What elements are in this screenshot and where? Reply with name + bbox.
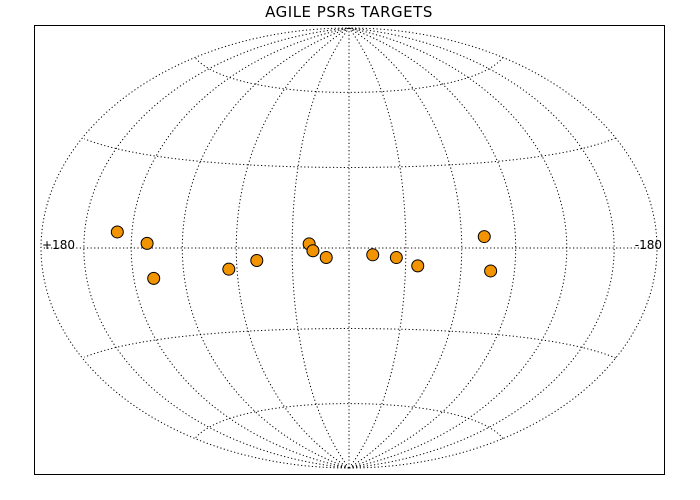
coordinate-grid	[40, 27, 658, 469]
meridian-line	[181, 27, 350, 469]
meridian-line	[40, 27, 350, 469]
tick-label-left: +180	[42, 238, 75, 252]
pulsar-marker	[319, 251, 333, 265]
pulsar-marker	[110, 225, 124, 239]
parallel-line	[84, 137, 616, 168]
pulsar-marker	[366, 248, 380, 262]
meridian-line	[348, 27, 517, 469]
plot-frame	[34, 25, 665, 475]
pulsar-points	[110, 225, 498, 285]
parallel-line	[84, 328, 616, 359]
parallel-line	[195, 57, 504, 93]
parallel-line	[195, 403, 504, 439]
meridian-line	[348, 27, 407, 469]
pulsar-marker	[306, 244, 320, 258]
pulsar-marker	[250, 254, 264, 267]
pulsar-marker	[484, 264, 498, 278]
pulsar-marker	[411, 259, 425, 273]
meridian-line	[348, 27, 658, 469]
pulsar-marker	[222, 262, 236, 276]
tick-label-right: -180	[635, 238, 662, 252]
pulsar-marker	[147, 271, 161, 285]
meridian-line	[348, 27, 615, 469]
pulsar-marker	[140, 236, 154, 250]
pulsar-marker	[477, 230, 491, 244]
chart-title: AGILE PSRs TARGETS	[265, 3, 433, 21]
pulsar-marker	[389, 251, 403, 265]
meridian-line	[291, 27, 350, 469]
